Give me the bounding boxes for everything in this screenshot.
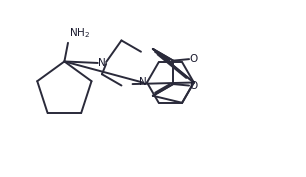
Text: O: O — [190, 54, 198, 64]
Text: O: O — [190, 81, 198, 91]
Text: NH$_2$: NH$_2$ — [69, 27, 91, 40]
Text: N: N — [98, 58, 106, 68]
Text: N: N — [139, 78, 147, 87]
